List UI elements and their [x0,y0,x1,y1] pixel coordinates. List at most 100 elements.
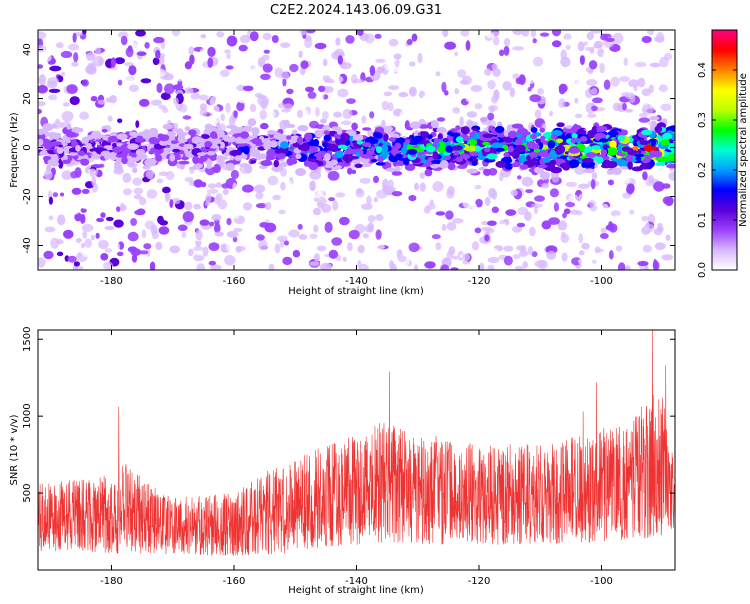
spectrogram-cell [591,105,598,112]
spectrogram-cell [505,209,517,216]
spectrogram-cell [145,169,154,180]
spectrogram-band-cell [482,133,494,138]
spectrogram-cell [42,215,47,221]
spectrogram-cell [534,195,545,202]
spectrogram-cell [561,252,568,262]
spectrogram-cell [139,250,149,255]
spectrogram-cell [289,63,299,73]
spectrogram-cell [467,184,477,189]
spectrogram-cell [608,223,618,233]
spectrogram-cell [98,87,108,97]
spectrogram-cell [361,203,373,210]
spectrogram-band-cell [519,164,529,170]
spectrogram-cell [417,52,423,64]
spectrogram-band-cell [570,137,577,144]
spectrogram-band-cell [320,118,327,124]
spectrogram-band-cell [61,159,71,164]
spectrogram-cell [262,63,273,73]
spectrogram-cell [155,68,166,77]
spectrogram-cell [48,196,54,205]
spectrogram-band-cell [323,130,330,136]
spectrogram-cell [622,192,632,199]
spectrogram-cell [470,85,483,92]
spectrogram-cell [357,259,362,268]
spectrogram-cell [411,33,418,42]
spectrogram-cell [523,83,529,91]
spectrogram-cell [524,211,532,222]
spectrogram-band-cell [354,163,363,168]
x-tick-label: -120 [468,576,491,587]
spectrogram-cell [209,96,219,107]
spectrogram-cell [510,189,518,197]
spectrogram-cell [208,260,216,266]
spectrogram-cell [487,112,495,121]
spectrogram-cell [452,218,464,224]
spectrogram-cell [134,209,146,216]
spectrogram-band-cell [216,156,229,161]
spectrogram-band-cell [155,154,163,162]
spectrogram-cell [525,189,533,194]
spectrogram-cell [465,96,472,102]
spectrogram-cell [309,261,320,267]
spectrogram-cell [141,229,147,239]
spectrogram-cell [406,38,413,46]
spectrogram-cell [55,258,67,263]
spectrogram-band-cell [200,146,206,153]
spectrogram-cell [357,244,365,254]
spectrogram-cell [523,65,530,74]
spectrogram-band-cell [547,140,556,149]
spectrogram-cell [623,57,629,66]
spectrogram-band-cell [404,138,411,145]
spectrogram-cell [49,65,62,72]
y-tick-label: 1500 [22,327,33,352]
spectrogram-band-cell [128,151,135,156]
spectrogram-band-cell [488,146,497,155]
spectrogram-cell [322,111,329,120]
spectrogram-cell [595,223,601,231]
spectrogram-band-cell [196,152,206,157]
spectrogram-cell [522,261,528,269]
spectrogram-band-cell [296,136,304,145]
spectrogram-band-cell [112,146,123,154]
spectrogram-cell [452,107,461,114]
spectrogram-cell [69,208,80,215]
spectrogram-cell [521,176,534,187]
spectrogram-cell [574,113,583,119]
spectrogram-cell [48,215,54,221]
spectrogram-band-cell [212,134,218,139]
spectrogram-cell [335,192,346,198]
spectrogram-band-cell [455,156,464,163]
spectrogram-cell [665,234,671,241]
spectrogram-cell [563,39,573,46]
spectrogram-cell [565,181,578,187]
spectrogram-cell [63,229,74,239]
spectrogram-band-cell [107,135,120,142]
spectrogram-cell [184,176,194,183]
spectrogram-cell [298,234,308,240]
spectrogram-band-cell [209,144,220,149]
spectrogram-band-cell [401,146,408,155]
spectrogram-cell [158,104,167,110]
spectrogram-cell [237,94,248,104]
spectrogram-cell [575,210,583,216]
spectrogram-cell [100,120,108,125]
spectrogram-cell [601,203,609,213]
spectrogram-cell [105,216,114,222]
spectrogram-cell [348,229,360,240]
spectrogram-band-cell [660,138,670,146]
spectrogram-cell [90,234,95,241]
spectrogram-cell [313,224,319,233]
spectrogram-cell [637,77,646,88]
spectrogram-cell [207,57,214,68]
spectrogram-band-cell [418,124,430,129]
spectrogram-band-cell [534,166,544,174]
spectrogram-cell [268,110,276,117]
spectrogram-band-cell [666,163,675,169]
colorbar-tick-label: 0.2 [697,162,708,178]
colorbar-tick-label: 0.1 [697,212,708,228]
spectrogram-cell [296,109,304,119]
spectrogram-cell [327,170,340,181]
spectrogram-band-cell [442,138,449,143]
spectrogram-band-cell [121,156,128,165]
spectrogram-cell [658,84,668,92]
